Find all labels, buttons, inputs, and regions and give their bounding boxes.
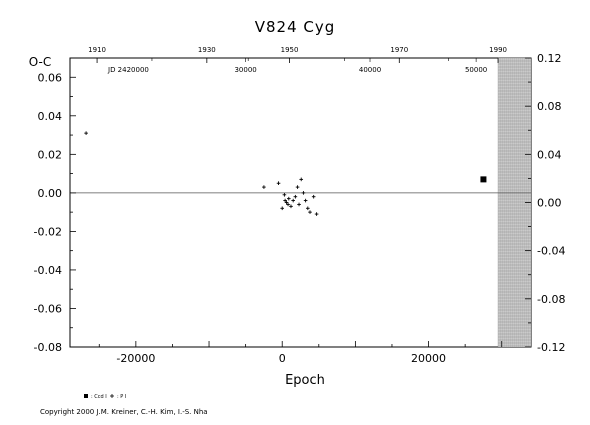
y-tick-label: 0.02 (38, 148, 63, 161)
photographic-point (303, 198, 308, 203)
photographic-point (301, 191, 306, 195)
y-axis-title: O-C (29, 55, 52, 69)
photographic-point (283, 198, 287, 203)
plot-frame (69, 57, 532, 348)
photographic-point (284, 200, 289, 205)
x-axis-title: Epoch (285, 373, 325, 388)
y-tick-label: -0.08 (34, 341, 62, 354)
x-tick-label: 20000 (411, 352, 446, 365)
photographic-point (299, 177, 304, 182)
photographic-point (276, 181, 281, 186)
legend-square (84, 394, 88, 398)
photographic-point (295, 185, 300, 189)
photographic-point (289, 204, 293, 209)
plot-border (69, 57, 532, 348)
year-tick-label: 1930 (198, 46, 216, 54)
chart-title: V824 Cyg (255, 18, 336, 36)
year-tick-label: 1910 (88, 46, 106, 54)
y-tick-label: -0.06 (34, 302, 62, 315)
y-axis-left: -0.08 -0.06 -0.04 -0.02 0.00 0.02 0.04 0.06 (34, 57, 76, 354)
y-tick-label: 0.06 (38, 71, 63, 84)
y2-tick-label: 0.00 (537, 197, 562, 210)
y2-tick-label: -0.04 (537, 245, 565, 258)
photographic-point (314, 212, 319, 216)
legend-label: : Ccd I (91, 394, 107, 400)
photographic-point (306, 206, 310, 211)
copyright-text: Copyright 2000 J.M. Kreiner, C.-H. Kim, … (40, 408, 208, 416)
legend: : Ccd I : P I (84, 394, 126, 400)
year-axis: 1910 1930 1950 1970 1990 (88, 46, 507, 63)
photographic-point (311, 194, 316, 199)
year-tick-label: 1970 (390, 46, 408, 54)
y2-tick-label: -0.12 (537, 341, 565, 354)
photographic-point (293, 194, 298, 199)
photographic-point (297, 202, 301, 207)
photographic-point (84, 131, 88, 135)
y2-tick-label: 0.12 (537, 52, 562, 65)
y-tick-label: 0.04 (38, 110, 63, 123)
x-tick-label: -20000 (116, 352, 155, 365)
ccd-point (480, 176, 487, 183)
y2-tick-label: -0.08 (537, 293, 565, 306)
x-axis: -20000 0 20000 (98, 341, 503, 365)
photographic-point (308, 210, 312, 214)
y-tick-label: -0.04 (34, 264, 62, 277)
jd-tick-label: 40000 (359, 66, 381, 74)
year-tick-label: 1950 (281, 46, 299, 54)
legend-label: : P I (117, 394, 126, 400)
jd-axis: JD 2420000 30000 40000 50000 (107, 58, 487, 74)
jd-tick-label: 30000 (234, 66, 256, 74)
photographic-point (286, 196, 291, 201)
y-tick-label: -0.02 (34, 225, 62, 238)
jd-tick-label: 50000 (465, 66, 487, 74)
data-points (84, 131, 487, 216)
y2-tick-label: 0.04 (537, 148, 562, 161)
year-tick-label: 1990 (489, 46, 507, 54)
photographic-point (286, 202, 290, 207)
photographic-point (262, 185, 266, 189)
y-axis-right: -0.12 -0.08 -0.04 0.00 0.04 0.08 0.12 (525, 52, 565, 354)
jd-prefix: JD 2420000 (107, 66, 149, 74)
photographic-point (282, 192, 287, 197)
photographic-point (291, 198, 295, 203)
y-tick-label: 0.00 (38, 187, 63, 200)
y2-tick-label: 0.08 (537, 100, 562, 113)
photographic-point (280, 206, 285, 211)
x-tick-label: 0 (279, 352, 286, 365)
